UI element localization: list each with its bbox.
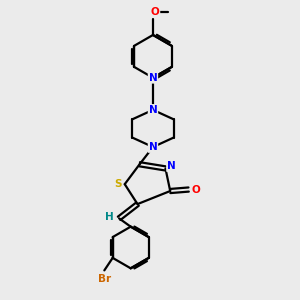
Text: O: O [151, 7, 159, 17]
Text: N: N [148, 73, 157, 83]
Text: N: N [148, 142, 157, 152]
Text: H: H [105, 212, 114, 222]
Text: O: O [192, 184, 201, 194]
Text: N: N [167, 161, 176, 171]
Text: N: N [148, 105, 157, 115]
Text: Br: Br [98, 274, 111, 284]
Text: S: S [114, 179, 122, 189]
